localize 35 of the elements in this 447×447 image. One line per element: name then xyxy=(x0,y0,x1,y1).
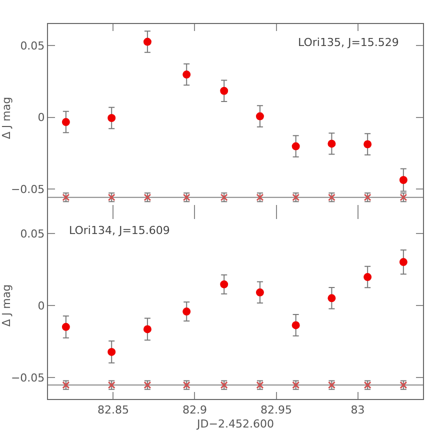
y-tick-label: −0.05 xyxy=(10,371,45,384)
point xyxy=(364,273,372,282)
point xyxy=(328,140,336,148)
point xyxy=(292,142,300,150)
point xyxy=(256,288,264,296)
point xyxy=(399,258,408,266)
x-tick-label: 82.95 xyxy=(260,403,292,416)
point xyxy=(256,112,264,120)
point xyxy=(220,280,228,288)
y-tick-label: 0 xyxy=(38,299,45,312)
x-tick-label: 82.85 xyxy=(97,403,129,416)
x-tick-label: 83 xyxy=(350,403,365,416)
y-axis-title: Δ J mag xyxy=(0,96,13,140)
y-tick-label: 0.05 xyxy=(20,39,45,52)
point xyxy=(292,321,300,330)
point xyxy=(62,322,70,331)
y-tick-label: 0.05 xyxy=(20,227,45,240)
point xyxy=(143,325,152,334)
annotation: LOri134, J=15.609 xyxy=(69,224,170,237)
point xyxy=(108,114,116,122)
y-tick-label: 0 xyxy=(38,111,45,124)
y-tick-label: −0.05 xyxy=(10,182,45,196)
point xyxy=(108,348,116,356)
point xyxy=(328,294,336,302)
x-axis-title: JD−2.452.600 xyxy=(196,418,274,430)
x-tick-label: 82.9 xyxy=(182,403,207,416)
point xyxy=(143,38,152,46)
point xyxy=(182,308,191,316)
point xyxy=(364,140,372,148)
point xyxy=(182,70,191,79)
point xyxy=(62,118,70,126)
annotation: LOri135, J=15.529 xyxy=(298,36,399,49)
point xyxy=(399,176,408,184)
point xyxy=(220,86,228,95)
y-axis-title: Δ J mag xyxy=(0,284,13,327)
